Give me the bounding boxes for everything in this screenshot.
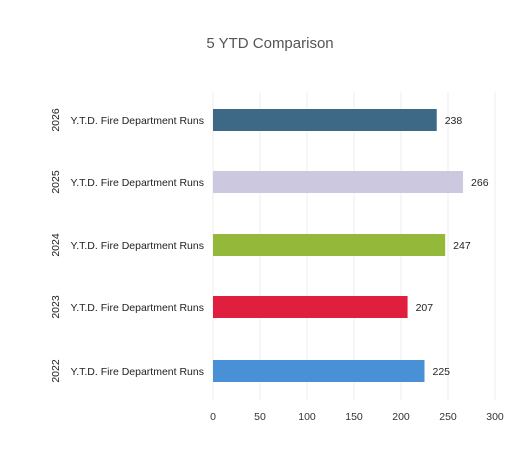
x-tick-label: 150 [345, 411, 363, 423]
year-label: 2024 [50, 233, 62, 257]
year-label: 2022 [50, 359, 62, 383]
x-tick-label: 300 [486, 411, 504, 423]
bar-2022 [213, 360, 425, 382]
value-label: 238 [445, 115, 463, 127]
category-label: Y.T.D. Fire Department Runs [71, 366, 204, 378]
year-label: 2025 [50, 170, 62, 194]
category-label: Y.T.D. Fire Department Runs [71, 177, 204, 189]
bars [213, 109, 464, 382]
year-label: 2026 [50, 108, 62, 132]
x-tick-label: 250 [439, 411, 457, 423]
x-tick-label: 0 [210, 411, 216, 423]
x-axis: 0 50 100 150 200 250 300 [210, 411, 504, 423]
category-labels: 238 Y.T.D. Fire Department Runs 2026 266 Y.T… [50, 108, 489, 383]
x-tick-label: 50 [254, 411, 266, 423]
bar-2023 [213, 296, 408, 318]
bar-2025 [213, 171, 464, 193]
x-tick-label: 200 [392, 411, 410, 423]
category-label: Y.T.D. Fire Department Runs [71, 115, 204, 127]
chart-title: 5 YTD Comparison [206, 35, 333, 52]
value-label: 247 [453, 240, 471, 252]
x-tick-label: 100 [298, 411, 316, 423]
value-label: 225 [433, 366, 451, 378]
category-label: Y.T.D. Fire Department Runs [71, 240, 204, 252]
bar-2026 [213, 109, 437, 131]
year-label: 2023 [50, 295, 62, 319]
category-label: Y.T.D. Fire Department Runs [71, 302, 204, 314]
value-label: 207 [416, 302, 434, 314]
value-label: 266 [471, 177, 489, 189]
bar-2024 [213, 234, 446, 256]
